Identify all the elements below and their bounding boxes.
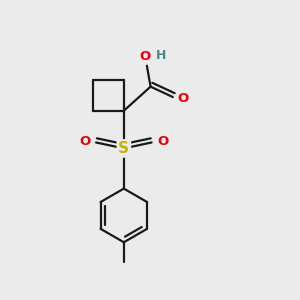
Text: S: S [118, 141, 129, 156]
Text: O: O [79, 135, 90, 148]
Text: O: O [158, 135, 169, 148]
Text: O: O [140, 50, 151, 63]
Text: O: O [178, 92, 189, 105]
Text: H: H [156, 50, 166, 62]
